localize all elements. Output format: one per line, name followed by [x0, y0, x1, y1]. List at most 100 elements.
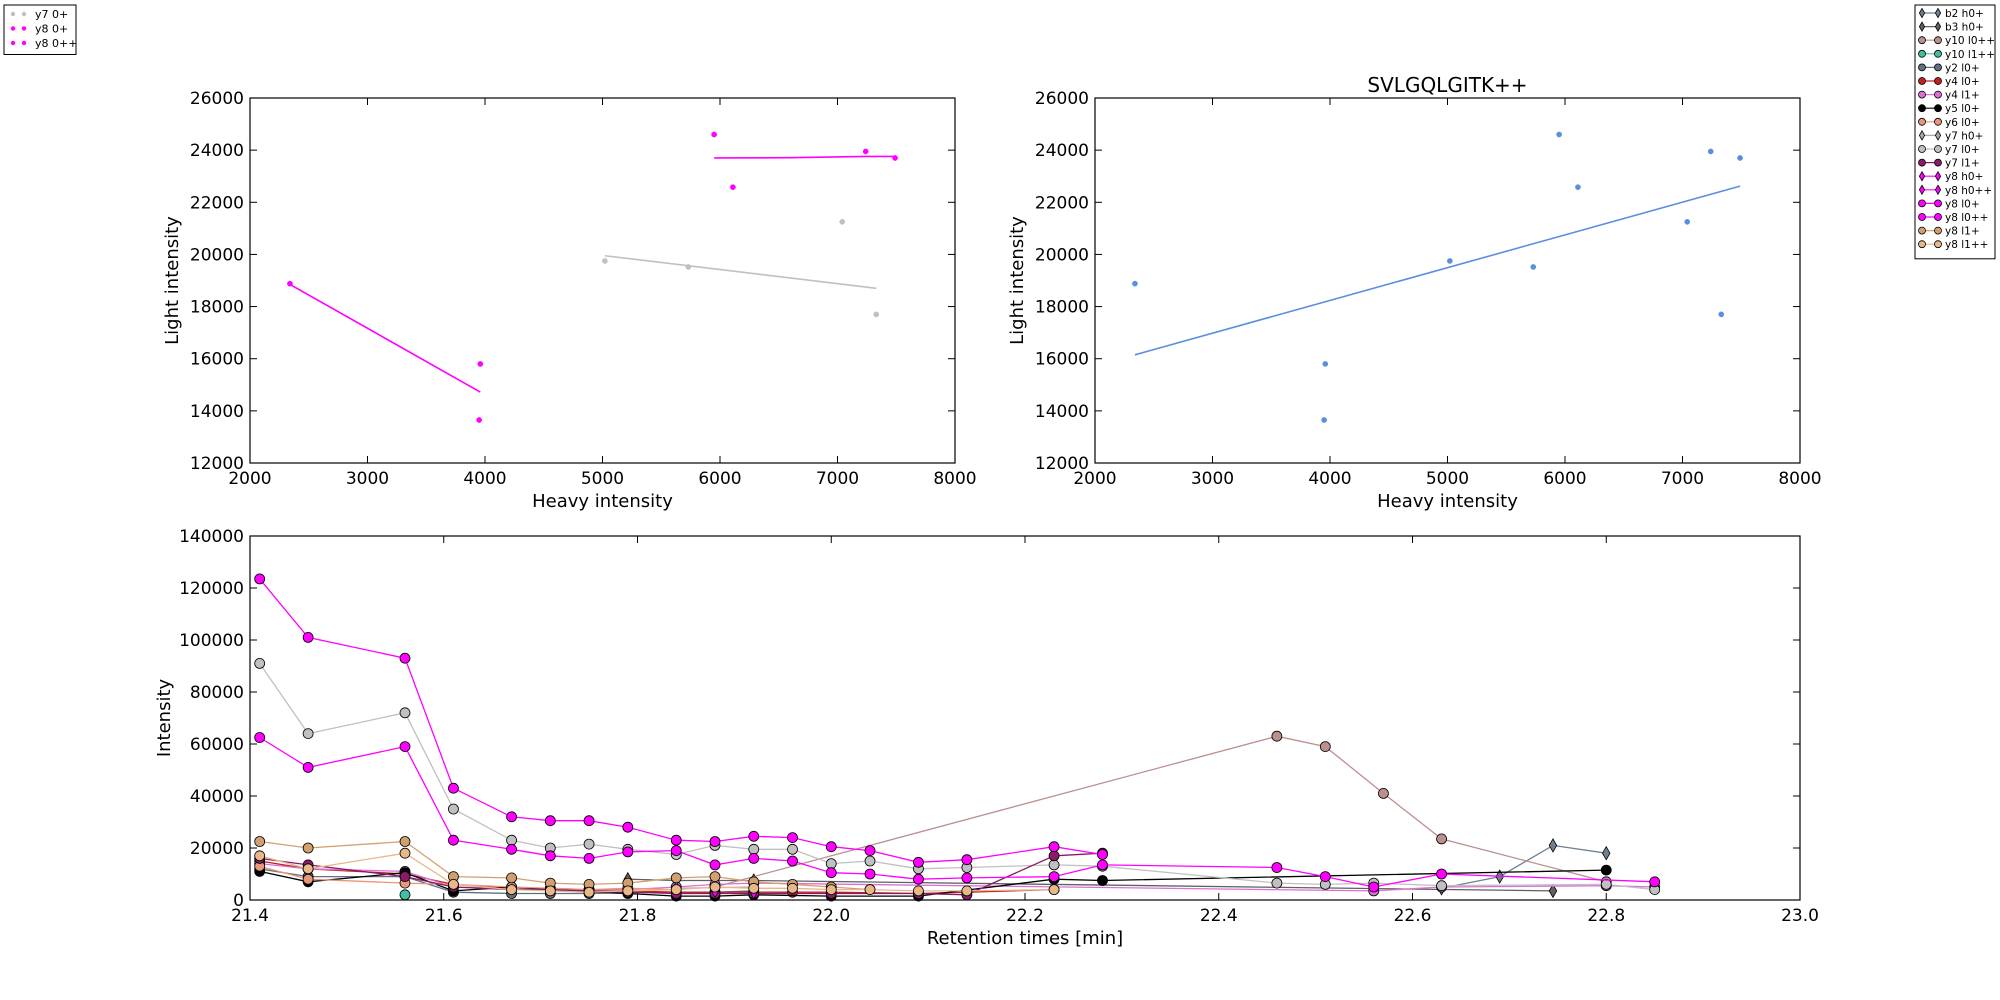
- series-y7-0p-point: [602, 258, 608, 264]
- legend-marker: [1918, 158, 1926, 167]
- series-y7-l1p-marker: [1048, 850, 1060, 862]
- series-y8-l0p-marker: [709, 859, 721, 871]
- series-y8-l0pp-marker: [864, 845, 876, 856]
- legend-marker: [1934, 158, 1942, 167]
- legend-label: y8 h0++: [1945, 185, 1992, 197]
- series-y7-0p-point: [839, 218, 846, 225]
- legend-entry-y8-h0pp: y8 h0++: [1918, 184, 1992, 197]
- legend-left-frame: [3, 4, 77, 55]
- legend-marker: [1918, 130, 1926, 141]
- series-y10-l0pp-marker: [1319, 741, 1331, 752]
- series-y8-l0p-marker: [1097, 859, 1108, 871]
- x-tick-label: 5000: [1426, 469, 1469, 489]
- series-y10-l1pp-marker: [399, 889, 411, 901]
- series-y8-l1pp-marker: [622, 885, 634, 897]
- series-0-point: [1530, 264, 1537, 270]
- series-0-point: [1684, 218, 1691, 225]
- legend-entry-y8-0pp: y8 0++: [10, 37, 77, 50]
- y-tick-label: 22000: [190, 193, 244, 213]
- legend-marker: [1934, 63, 1942, 72]
- series-y8-l0pp-marker: [787, 832, 798, 843]
- series-y8-l0pp-marker: [448, 782, 459, 794]
- legend-label: y6 l0+: [1945, 117, 1980, 129]
- legend-marker: [1934, 184, 1942, 196]
- series-0-point: [1447, 258, 1453, 264]
- series-b2-h0p-marker: [1602, 845, 1611, 861]
- legend-marker: [1918, 90, 1926, 99]
- legend-marker: [1918, 49, 1926, 58]
- legend-entry-y7-h0p: y7 h0+: [1918, 130, 1983, 142]
- series-y8-l1p-marker: [254, 836, 266, 847]
- x-tick-label: 5000: [581, 469, 624, 489]
- y-tick-label: 140000: [179, 527, 244, 547]
- series-y10-l0pp-marker: [1378, 788, 1389, 799]
- series-y8-l1p-marker: [506, 872, 517, 884]
- series-b2-h0p-marker: [1548, 838, 1558, 853]
- series-y8-l0pp-marker: [825, 841, 837, 853]
- series-y8-l0pp-marker: [544, 815, 556, 827]
- x-tick-label: 22.8: [1587, 906, 1625, 926]
- series-y7-0p-point: [685, 264, 692, 270]
- series-y8-l0p-marker: [1271, 862, 1283, 873]
- series-y8-l0p-marker: [399, 741, 411, 752]
- legend-entry-y2-l0p: y2 l0+: [1918, 62, 1980, 74]
- legend-label: y8 h0+: [1945, 171, 1983, 183]
- legend-marker: [1918, 21, 1926, 32]
- series-y7-0p-fit-line: [604, 254, 877, 290]
- series-y7-l0p-marker: [448, 803, 459, 815]
- legend-label: y7 l1+: [1945, 158, 1980, 170]
- x-axis-label: Heavy intensity: [532, 491, 673, 512]
- series-y7-l0p-marker: [787, 843, 798, 855]
- legend-label: y8 0+: [35, 23, 68, 36]
- series-y8-0pp-point: [862, 148, 869, 155]
- legend-label: y8 l1+: [1945, 226, 1980, 238]
- series-y7-l0p-marker: [864, 855, 876, 867]
- legend-marker: [1918, 63, 1926, 72]
- legend-marker: [1934, 240, 1942, 249]
- series-y8-l0pp-marker: [709, 836, 721, 847]
- legend-label: b3 h0+: [1945, 22, 1984, 34]
- y-tick-label: 24000: [1035, 141, 1089, 161]
- y-axis-label: Light intensity: [162, 216, 183, 345]
- legend-marker: [1934, 36, 1942, 45]
- series-y8-l0p-marker: [1048, 871, 1060, 882]
- series-y8-0pp-point: [711, 131, 717, 138]
- y-tick-label: 20000: [1035, 245, 1089, 265]
- legend-marker: [1934, 7, 1942, 19]
- y-axis-label: Light intensity: [1007, 216, 1028, 345]
- series-y8-0p-point: [287, 280, 293, 287]
- legend-entry-y8-0p: y8 0+: [10, 23, 68, 36]
- series-y8-l1pp-marker: [787, 882, 798, 894]
- series-y8-l1p-marker: [302, 842, 314, 854]
- series-y8-l1p-marker: [670, 872, 682, 884]
- x-tick-label: 8000: [1778, 469, 1821, 489]
- x-tick-label: 2000: [228, 469, 271, 489]
- series-y8-l0p-marker: [1436, 868, 1447, 880]
- series-y8-l1pp-marker: [913, 885, 924, 897]
- series-y8-l1p-line: [259, 840, 871, 891]
- x-tick-label: 7000: [816, 469, 859, 489]
- series-0-point: [1322, 361, 1329, 367]
- series-y8-l0p-marker: [583, 853, 595, 864]
- legend-entry-y10-l1pp: y10 l1++: [1918, 49, 1995, 61]
- legend-entry-y8-h0p: y8 h0+: [1918, 170, 1983, 183]
- series-y7-l0p-marker: [302, 728, 314, 739]
- series-0-fit-line: [1134, 185, 1741, 356]
- legend-marker: [1918, 36, 1926, 45]
- legend-marker: [1918, 104, 1926, 113]
- legend-entry-y8-l0pp: y8 l0++: [1918, 212, 1988, 224]
- retention-time-plot: 21.4 21.6 21.8 22.0 22.2 22.4 22.6 22.8 23.0 0 200…: [154, 527, 1819, 949]
- x-tick-label: 4000: [463, 469, 506, 489]
- axes-frame: [249, 97, 956, 464]
- legend-entry-y7-0p: y7 0+: [10, 8, 68, 21]
- series-y8-l1pp-marker: [1048, 884, 1060, 895]
- series-y8-l1pp-marker: [302, 863, 314, 875]
- series-y7-l0p-marker: [1600, 879, 1612, 890]
- series-y8-l0p-marker: [787, 855, 798, 867]
- series-y8-l0pp-marker: [1097, 849, 1108, 860]
- legend-marker: [1918, 213, 1926, 221]
- legend-marker: [1918, 199, 1926, 208]
- y-tick-label: 22000: [1035, 193, 1089, 213]
- y-tick-label: 16000: [190, 350, 244, 370]
- x-tick-label: 2000: [1073, 469, 1116, 489]
